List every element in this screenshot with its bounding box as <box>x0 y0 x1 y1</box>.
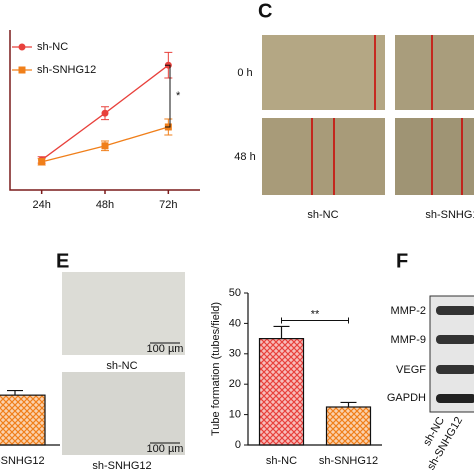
x-tick-label: 72h <box>159 199 177 211</box>
column-label: sh-SNHG12 <box>425 209 474 221</box>
column-label: sh-NC <box>307 209 338 221</box>
marker <box>101 109 109 117</box>
sig-bracket <box>165 64 171 128</box>
panel-label: C <box>258 0 272 22</box>
row-label: 0 h <box>237 67 252 79</box>
sig-mark: * <box>176 90 181 102</box>
blot-band <box>436 306 474 315</box>
legend-marker <box>18 43 26 51</box>
y-tick-label: 50 <box>229 287 241 299</box>
marker <box>38 158 46 166</box>
marker <box>101 142 109 150</box>
blot <box>429 295 474 413</box>
x-tick-label: 24h <box>32 199 50 211</box>
legend-marker <box>18 66 26 74</box>
blot-label: MMP-2 <box>391 305 426 317</box>
blot-band <box>436 365 474 374</box>
error-bar <box>340 401 357 407</box>
wound-image <box>395 118 474 195</box>
panel-label: F <box>396 250 408 272</box>
image-label: sh-NC <box>106 360 137 372</box>
y-tick-label: 0 <box>235 439 241 451</box>
axis <box>9 30 200 191</box>
legend-label: sh-NC <box>37 41 68 53</box>
blot-label: VEGF <box>396 364 426 376</box>
x-tick-label: 48h <box>96 199 114 211</box>
wound-image <box>262 35 385 110</box>
y-tick-label: 40 <box>229 317 241 329</box>
y-axis-label: Tube formation (tubes/field) <box>210 302 222 436</box>
row-label: 48 h <box>234 151 255 163</box>
blot-band <box>436 335 474 344</box>
y-tick-label: 10 <box>229 409 241 421</box>
bar <box>258 338 305 446</box>
wound-image <box>262 118 385 195</box>
legend-label: sh-SNHG12 <box>37 64 96 76</box>
error-bar <box>7 389 23 396</box>
x-tick-label: sh-NC <box>266 455 297 467</box>
x-tick-label: sh-SNHG12 <box>0 455 45 467</box>
scale-label: 100 µm <box>147 443 184 455</box>
sig-bracket <box>281 317 349 324</box>
y-tick-label: 30 <box>229 348 241 360</box>
wound-image <box>395 35 474 110</box>
blot-label: MMP-9 <box>391 334 426 346</box>
tube-image <box>62 372 185 455</box>
bar <box>0 394 46 446</box>
x-tick-label: sh-SNHG12 <box>319 455 378 467</box>
panel-label: E <box>56 250 69 272</box>
blot-band <box>436 394 474 403</box>
bar <box>325 406 372 446</box>
blot-label: GAPDH <box>387 392 426 404</box>
image-label: sh-SNHG12 <box>92 460 151 472</box>
error-bar <box>273 325 290 339</box>
tube-image <box>62 272 185 355</box>
y-tick-label: 20 <box>229 378 241 390</box>
scale-label: 100 µm <box>147 343 184 355</box>
sig-mark: ** <box>311 308 320 320</box>
